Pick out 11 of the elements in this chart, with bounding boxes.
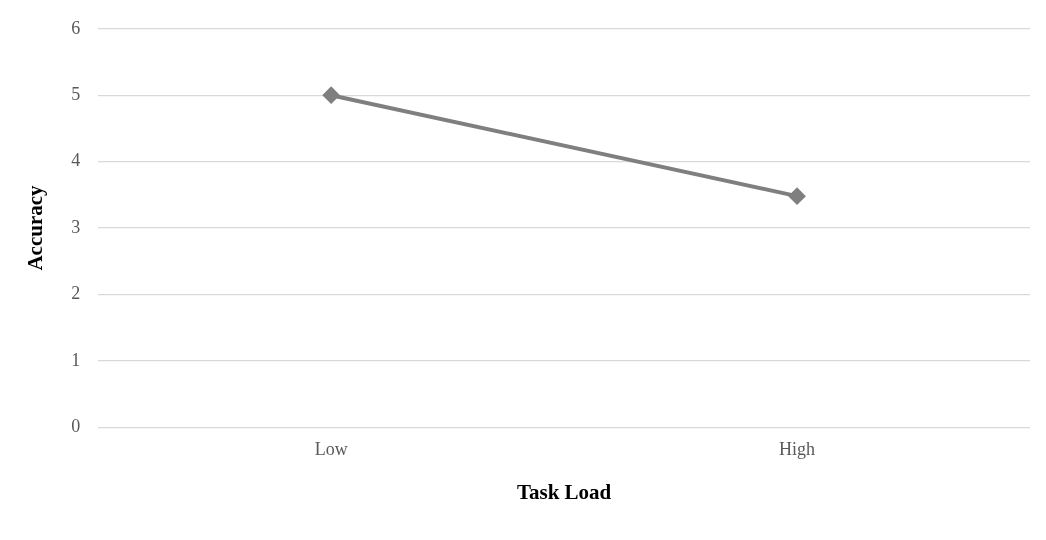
y-tick-label: 1 [71,349,81,370]
x-tick-label: Low [314,438,348,459]
y-tick-label: 2 [71,283,81,304]
y-tick-label: 4 [71,150,81,171]
x-tick-label: High [779,438,816,459]
y-tick-label: 3 [71,216,81,237]
y-axis-title: Accuracy [23,184,48,271]
x-axis-title: Task Load [516,479,612,504]
y-tick-label: 5 [71,83,81,104]
y-tick-label: 6 [71,17,81,38]
y-tick-label: 0 [71,415,81,436]
